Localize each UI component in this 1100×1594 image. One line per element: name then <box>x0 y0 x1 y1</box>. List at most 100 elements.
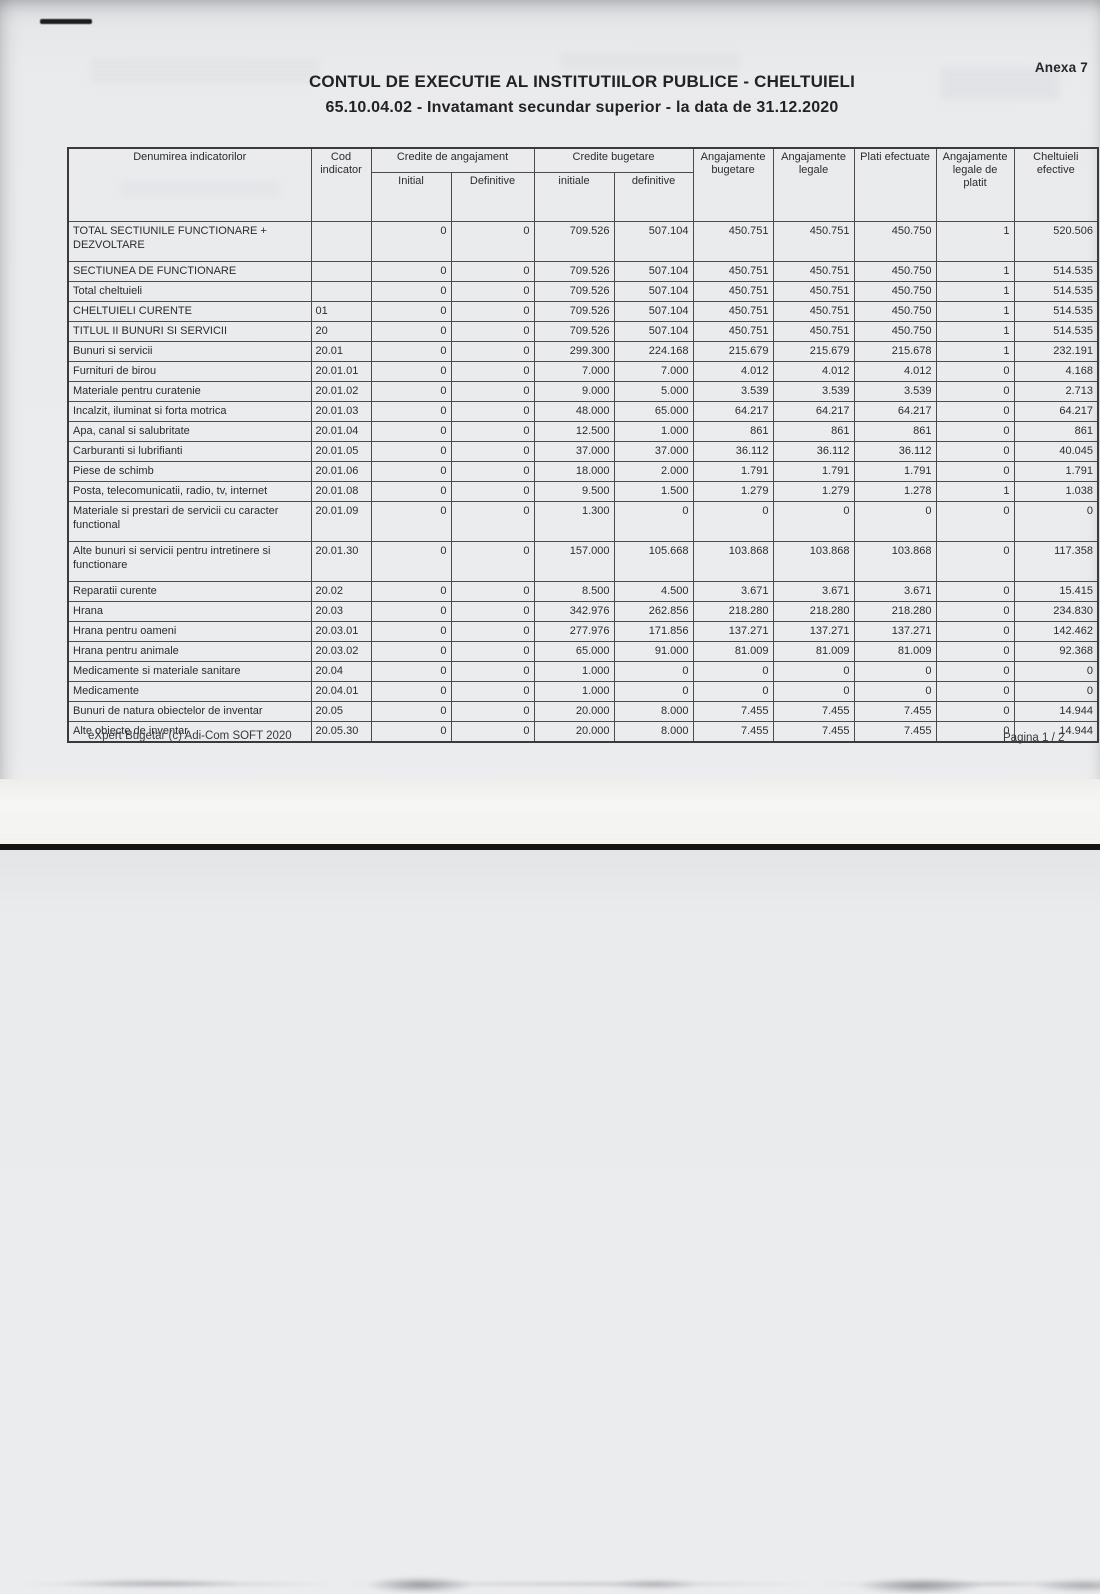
value-cell: 1.791 <box>1013 461 1099 482</box>
value-cell: 520.506 <box>1013 221 1099 262</box>
value-cell: 0 <box>370 661 452 682</box>
value-cell: 450.751 <box>692 281 774 302</box>
value-cell: 64.217 <box>1013 401 1099 422</box>
value-cell: 0 <box>935 361 1015 382</box>
value-cell: 3.539 <box>853 381 937 402</box>
value-cell: 0 <box>450 261 535 282</box>
value-cell: 65.000 <box>613 401 694 422</box>
value-cell: 450.750 <box>853 301 937 322</box>
indicator-name-cell: Apa, canal si salubritate <box>67 421 312 442</box>
table-row: Bunuri de natura obiectelor de inventar 2… <box>67 701 1099 722</box>
column-header-definitive: Definitive <box>450 172 535 222</box>
value-cell: 4.500 <box>613 581 694 602</box>
value-cell: 450.751 <box>692 301 774 322</box>
value-cell: 709.526 <box>533 301 615 322</box>
indicator-code-cell: 01 <box>310 301 372 322</box>
table-row: Reparatii curente 20.02 0 0 8.500 4.500 3.671 3… <box>67 581 1099 602</box>
value-cell: 48.000 <box>533 401 615 422</box>
value-cell: 514.535 <box>1013 321 1099 342</box>
value-cell: 0 <box>935 461 1015 482</box>
value-cell: 0 <box>370 461 452 482</box>
indicator-code-cell: 20.01 <box>310 341 372 362</box>
value-cell: 157.000 <box>533 541 615 582</box>
value-cell: 3.539 <box>692 381 774 402</box>
value-cell: 215.678 <box>853 341 937 362</box>
indicator-name-cell: Furnituri de birou <box>67 361 312 382</box>
value-cell: 0 <box>450 681 535 702</box>
indicator-name-cell: Total cheltuieli <box>67 281 312 302</box>
value-cell: 14.944 <box>1013 701 1099 722</box>
bleedthrough-artifact <box>560 52 740 72</box>
value-cell: 0 <box>370 441 452 462</box>
value-cell: 861 <box>853 421 937 442</box>
value-cell: 18.000 <box>533 461 615 482</box>
value-cell: 0 <box>853 501 937 542</box>
scan-smudge-artifact <box>55 1579 245 1588</box>
value-cell: 0 <box>450 601 535 622</box>
indicator-code-cell: 20.03.02 <box>310 641 372 662</box>
value-cell: 81.009 <box>853 641 937 662</box>
scan-smudge-artifact <box>855 1578 985 1594</box>
value-cell: 1 <box>935 221 1015 262</box>
indicator-name-cell: Piese de schimb <box>67 461 312 482</box>
value-cell: 65.000 <box>533 641 615 662</box>
scan-mark-artifact <box>40 19 92 24</box>
table-row: TOTAL SECTIUNILE FUNCTIONARE + DEZVOLTAR… <box>67 221 1099 262</box>
table-body: TOTAL SECTIUNILE FUNCTIONARE + DEZVOLTAR… <box>67 221 1099 743</box>
column-header-initiale: initiale <box>533 172 615 222</box>
indicator-name-cell: Medicamente si materiale sanitare <box>67 661 312 682</box>
indicator-code-cell: 20.01.01 <box>310 361 372 382</box>
value-cell: 0 <box>450 581 535 602</box>
indicator-name-cell: Posta, telecomunicatii, radio, tv, inter… <box>67 481 312 502</box>
value-cell: 1.000 <box>613 421 694 442</box>
table-row: Carburanti si lubrifianti 20.01.05 0 0 37.00… <box>67 441 1099 462</box>
value-cell: 218.280 <box>692 601 774 622</box>
value-cell: 0 <box>935 681 1015 702</box>
value-cell: 0 <box>1013 501 1099 542</box>
value-cell: 0 <box>450 501 535 542</box>
value-cell: 861 <box>692 421 774 442</box>
value-cell: 0 <box>370 281 452 302</box>
value-cell: 450.751 <box>772 301 855 322</box>
indicator-name-cell: Alte bunuri si servicii pentru intretine… <box>67 541 312 582</box>
value-cell: 0 <box>450 221 535 262</box>
value-cell: 0 <box>935 701 1015 722</box>
value-cell: 0 <box>450 301 535 322</box>
value-cell: 103.868 <box>772 541 855 582</box>
value-cell: 234.830 <box>1013 601 1099 622</box>
indicator-code-cell <box>310 221 372 262</box>
table-header: Denumirea indicatorilor Cod indicator Cr… <box>67 147 1099 222</box>
table-row: SECTIUNEA DE FUNCTIONARE 0 0 709.526 507.104… <box>67 261 1099 282</box>
indicator-code-cell <box>310 261 372 282</box>
value-cell: 7.000 <box>533 361 615 382</box>
value-cell: 0 <box>772 681 855 702</box>
value-cell: 7.455 <box>772 721 855 743</box>
value-cell: 37.000 <box>613 441 694 462</box>
indicator-code-cell: 20.01.30 <box>310 541 372 582</box>
value-cell: 232.191 <box>1013 341 1099 362</box>
value-cell: 0 <box>450 281 535 302</box>
value-cell: 0 <box>450 401 535 422</box>
value-cell: 0 <box>370 321 452 342</box>
value-cell: 0 <box>370 261 452 282</box>
column-header-angajamente-legale-platit: Angajamente legale de platit <box>935 147 1015 222</box>
value-cell: 0 <box>613 661 694 682</box>
indicator-code-cell <box>310 281 372 302</box>
indicator-code-cell: 20.03 <box>310 601 372 622</box>
value-cell: 709.526 <box>533 281 615 302</box>
budget-execution-table: Denumirea indicatorilor Cod indicator Cr… <box>67 147 1100 743</box>
value-cell: 0 <box>450 361 535 382</box>
value-cell: 0 <box>935 501 1015 542</box>
value-cell: 0 <box>370 401 452 422</box>
value-cell: 0 <box>613 681 694 702</box>
value-cell: 0 <box>370 361 452 382</box>
value-cell: 36.112 <box>692 441 774 462</box>
value-cell: 12.500 <box>533 421 615 442</box>
value-cell: 0 <box>935 641 1015 662</box>
scan-bottom-edge <box>0 844 1100 850</box>
value-cell: 81.009 <box>772 641 855 662</box>
value-cell: 2.713 <box>1013 381 1099 402</box>
value-cell: 20.000 <box>533 721 615 743</box>
value-cell: 0 <box>370 681 452 702</box>
indicator-name-cell: Reparatii curente <box>67 581 312 602</box>
